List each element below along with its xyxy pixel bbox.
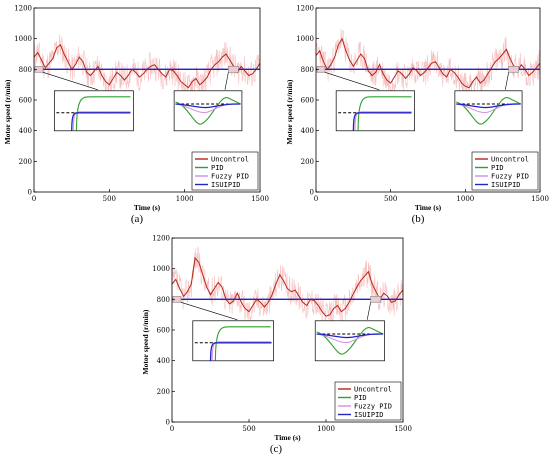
inset-isuipid-curve	[71, 112, 131, 131]
y-tick-label: 1200	[152, 235, 170, 243]
inset-isuipid-curve	[209, 342, 271, 361]
zoom-region-marker-end	[370, 296, 381, 303]
zoom-region-marker-end	[508, 66, 519, 73]
y-tick-label: 400	[157, 357, 170, 365]
legend-label: ISUIPID	[491, 181, 521, 189]
uncontrol-series-line	[316, 37, 540, 89]
legend-label: Fuzzy PID	[211, 173, 249, 181]
y-tick-label: 1000	[14, 35, 32, 43]
legend-label: Fuzzy PID	[491, 173, 529, 181]
x-tick-label: 0	[170, 425, 174, 433]
x-tick-label: 500	[242, 425, 255, 433]
caption-a: (a)	[131, 213, 144, 225]
zoom-inset-disturbance	[454, 90, 523, 132]
zoom-connector-startup	[42, 72, 98, 91]
y-tick-label: 200	[157, 388, 170, 396]
zoom-inset-startup	[192, 320, 274, 362]
legend-label: PID	[491, 164, 504, 172]
x-tick-label: 1500	[531, 195, 549, 203]
inset2-isuipid-curve	[316, 333, 384, 339]
x-tick-label: 1000	[456, 195, 474, 203]
y-tick-label: 0	[28, 189, 32, 197]
zoom-connector-disturbance	[504, 72, 509, 90]
inset2-isuipid-curve	[456, 103, 521, 109]
uncontrol-noise-band	[316, 29, 540, 102]
inset2-pid-curve	[456, 97, 521, 125]
inset2-pid-curve	[316, 327, 384, 355]
zoom-region-marker-end	[228, 66, 239, 73]
zoom-inset-startup	[335, 90, 415, 132]
zoom-inset-startup	[53, 90, 134, 132]
x-axis-label: Time (s)	[274, 433, 301, 442]
uncontrol-series-line	[172, 256, 403, 317]
inset-pid-curve	[357, 96, 412, 131]
y-tick-label: 1200	[296, 5, 314, 13]
inset-pid-curve	[75, 96, 131, 131]
caption-c: (c)	[270, 443, 283, 455]
y-axis-label: Motor speed (r/min)	[285, 79, 294, 144]
x-axis-label: Time (s)	[134, 203, 161, 212]
y-tick-label: 600	[19, 97, 32, 105]
zoom-connector-startup	[180, 302, 238, 321]
legend-label: Fuzzy PID	[354, 403, 392, 411]
x-tick-label: 1500	[251, 195, 269, 203]
legend-label: PID	[354, 394, 367, 402]
x-tick-label: 0	[32, 195, 36, 203]
zoom-inset-disturbance	[314, 320, 385, 362]
y-tick-label: 0	[166, 419, 170, 427]
legend-label: Uncontrol	[354, 386, 392, 394]
legend-label: PID	[211, 164, 224, 172]
y-tick-label: 1200	[14, 5, 32, 13]
x-tick-label: 1000	[176, 195, 194, 203]
x-tick-label: 500	[384, 195, 397, 203]
inset-isuipid-curve	[352, 112, 412, 131]
inset-pid-curve	[214, 326, 271, 361]
inset2-isuipid-curve	[175, 103, 241, 109]
y-tick-label: 800	[19, 66, 32, 74]
x-tick-label: 500	[103, 195, 116, 203]
y-tick-label: 800	[301, 66, 314, 74]
zoom-connector-disturbance	[224, 72, 229, 90]
y-tick-label: 0	[310, 189, 314, 197]
legend-label: Uncontrol	[491, 156, 529, 164]
y-axis-label: Motor speed (r/min)	[3, 79, 12, 144]
caption-b: (b)	[412, 213, 425, 225]
x-tick-label: 1500	[394, 425, 412, 433]
panel-a: 0 500 1000 1500 0 200 400 600 800 1000 1200 Time (s…	[3, 5, 269, 213]
x-axis-label: Time (s)	[415, 203, 442, 212]
y-tick-label: 400	[301, 127, 314, 135]
y-tick-label: 600	[301, 97, 314, 105]
y-tick-label: 200	[301, 158, 314, 166]
zoom-connector-startup	[324, 72, 380, 91]
y-tick-label: 600	[157, 327, 170, 335]
x-tick-label: 1000	[317, 425, 335, 433]
legend-label: Uncontrol	[211, 156, 249, 164]
uncontrol-noise-band	[172, 246, 403, 330]
panel-c: 0 500 1000 1500 0 200 400 600 800 1000 1200 Time (s…	[141, 235, 412, 443]
y-tick-label: 800	[157, 296, 170, 304]
y-tick-label: 200	[19, 158, 32, 166]
legend-label: ISUIPID	[354, 411, 384, 419]
y-tick-label: 1000	[296, 35, 314, 43]
y-axis-label: Motor speed (r/min)	[141, 309, 150, 374]
inset2-pid-curve	[175, 97, 241, 125]
panel-b: 0 500 1000 1500 0 200 400 600 800 1000 1200 Time (s…	[285, 5, 549, 213]
uncontrol-noise-band	[34, 34, 260, 99]
zoom-inset-disturbance	[173, 90, 243, 132]
y-tick-label: 1000	[152, 265, 170, 273]
x-tick-label: 0	[314, 195, 318, 203]
legend-label: ISUIPID	[211, 181, 241, 189]
y-tick-label: 400	[19, 127, 32, 135]
zoom-connector-disturbance	[366, 302, 371, 320]
